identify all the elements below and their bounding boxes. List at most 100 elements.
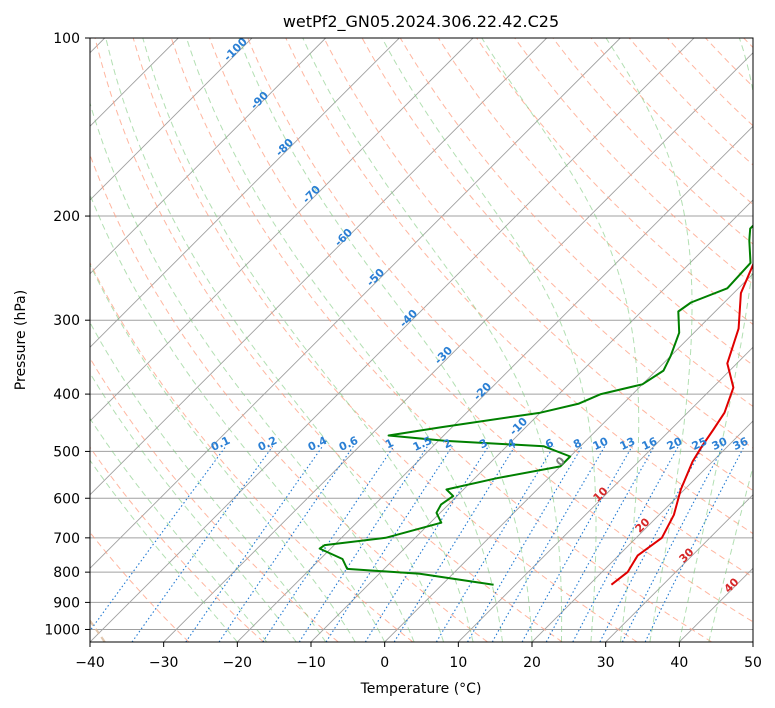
dry-adiabat-line bbox=[476, 38, 753, 326]
mixing-ratio-label: 0.1 bbox=[209, 434, 232, 454]
isotherm-line bbox=[457, 346, 753, 642]
moist-adiabat-line bbox=[302, 38, 563, 642]
isotherm-line bbox=[90, 38, 548, 496]
x-axis-label: Temperature (°C) bbox=[360, 681, 482, 697]
moist-adiabat-line bbox=[90, 417, 268, 642]
y-tick-label: 1000 bbox=[44, 622, 80, 638]
mixing-ratio-label: 6 bbox=[543, 436, 556, 451]
y-tick-label: 600 bbox=[53, 491, 80, 507]
y-tick-label: 900 bbox=[53, 595, 80, 611]
moist-adiabat-label: -80 bbox=[273, 136, 296, 159]
moist-adiabat-line bbox=[90, 263, 356, 642]
moist-adiabat-label: -100 bbox=[221, 35, 250, 64]
dry-adiabat-line bbox=[323, 38, 753, 492]
mixing-ratio-line bbox=[218, 445, 354, 642]
dry-adiabat-line bbox=[90, 153, 488, 642]
isotherm-line bbox=[90, 38, 400, 348]
mixing-ratio-line bbox=[467, 445, 583, 642]
moist-adiabat-line bbox=[605, 38, 693, 642]
dry-adiabat-line bbox=[90, 357, 339, 642]
dry-adiabat-line bbox=[247, 38, 753, 578]
x-tick-label: −10 bbox=[296, 655, 326, 671]
mixing-ratio-label: 0.6 bbox=[337, 434, 360, 454]
isotherm-line bbox=[236, 125, 753, 642]
y-axis-label: Pressure (hPa) bbox=[13, 290, 29, 390]
mixing-ratio-line bbox=[90, 445, 227, 632]
mixing-ratio-label: 2 bbox=[441, 436, 453, 451]
mixing-ratio-line bbox=[393, 445, 516, 642]
y-axis-ticks: 100 200 300 400 500 600 700 800 900 1000 bbox=[44, 31, 90, 638]
moist-adiabat-label: -60 bbox=[332, 226, 355, 249]
chart-title: wetPf2_GN05.2024.306.22.42.C25 bbox=[283, 12, 559, 32]
mixing-ratio-line bbox=[131, 445, 274, 642]
y-tick-label: 400 bbox=[53, 387, 80, 403]
mixing-ratio-line bbox=[435, 445, 555, 642]
dewpoint-line bbox=[318, 224, 753, 586]
moist-adiabat-line bbox=[90, 193, 386, 642]
mixing-ratio-label: 13 bbox=[618, 435, 637, 453]
moist-adiabat-line bbox=[381, 38, 597, 642]
x-tick-label: 0 bbox=[380, 655, 389, 671]
mixing-ratio-label: 36 bbox=[731, 435, 751, 453]
mixing-ratio-label: 20 bbox=[665, 435, 685, 453]
x-tick-label: 50 bbox=[744, 655, 762, 671]
dry-adiabat-line bbox=[90, 261, 414, 642]
mixing-ratio-label: 1 bbox=[383, 436, 395, 451]
mixing-ratio-line bbox=[521, 445, 633, 642]
isotherm-line bbox=[752, 641, 753, 642]
dry-adiabat-line bbox=[743, 38, 753, 49]
moist-adiabat-line bbox=[186, 38, 503, 642]
x-tick-label: 30 bbox=[597, 655, 615, 671]
profile-series bbox=[318, 224, 753, 586]
x-tick-label: 20 bbox=[523, 655, 541, 671]
moist-adiabat-label: 20 bbox=[633, 515, 653, 535]
mixing-ratio-line bbox=[572, 445, 679, 642]
mixing-ratio-line bbox=[364, 445, 489, 642]
moist-adiabat-label: -70 bbox=[300, 183, 323, 206]
mixing-ratio-line bbox=[545, 445, 655, 642]
isotherm-line bbox=[163, 52, 753, 642]
dry-adiabat-line bbox=[132, 38, 638, 642]
mixing-ratio-label: 0.2 bbox=[256, 434, 279, 454]
moist-adiabat-line bbox=[90, 372, 297, 642]
isotherm-line bbox=[90, 38, 253, 201]
y-tick-label: 800 bbox=[53, 565, 80, 581]
moist-adiabat-line bbox=[238, 38, 533, 642]
moist-adiabat-label: -10 bbox=[507, 415, 530, 438]
mixing-ratio-label: 10 bbox=[591, 435, 611, 453]
mixing-ratio-line bbox=[298, 445, 429, 642]
moist-adiabat-label: 10 bbox=[591, 484, 611, 504]
moist-adiabat-label: -90 bbox=[248, 89, 271, 112]
x-tick-label: −40 bbox=[75, 655, 105, 671]
y-tick-label: 200 bbox=[53, 209, 80, 225]
mixing-ratio-line bbox=[621, 445, 724, 642]
isotherm-line bbox=[531, 420, 753, 642]
mixing-ratio-line bbox=[185, 445, 324, 642]
mixing-ratio-label: 8 bbox=[571, 436, 583, 451]
isotherm-line bbox=[90, 38, 695, 642]
mixing-ratio-label: 25 bbox=[690, 435, 709, 453]
dry-adiabat-line bbox=[437, 38, 753, 366]
background-lines bbox=[90, 38, 753, 642]
moist-adiabat-label: -20 bbox=[471, 380, 494, 403]
x-tick-label: 40 bbox=[670, 655, 688, 671]
isotherm-line bbox=[90, 38, 327, 275]
x-axis-ticks: −40 −30 −20 −10 0 10 20 30 40 50 bbox=[75, 642, 762, 671]
dry-adiabat-line bbox=[552, 38, 753, 245]
moist-adiabat-label: 30 bbox=[677, 545, 697, 565]
moist-adiabat-label: -30 bbox=[432, 344, 455, 367]
isotherm-line bbox=[90, 38, 474, 422]
dry-adiabat-line bbox=[90, 446, 264, 642]
moist-adiabat-label: -50 bbox=[364, 266, 387, 289]
dry-adiabat-line bbox=[514, 38, 753, 285]
x-tick-label: −30 bbox=[149, 655, 179, 671]
isotherm-line bbox=[605, 494, 753, 642]
moist-adiabat-line bbox=[105, 38, 445, 642]
moist-adiabat-line bbox=[90, 459, 238, 642]
mixing-ratio-line bbox=[325, 445, 453, 642]
plot-frame bbox=[89, 37, 754, 643]
isotherm-line bbox=[310, 199, 753, 642]
isotherm-line bbox=[90, 38, 621, 569]
moist-adiabat-line bbox=[90, 101, 415, 642]
